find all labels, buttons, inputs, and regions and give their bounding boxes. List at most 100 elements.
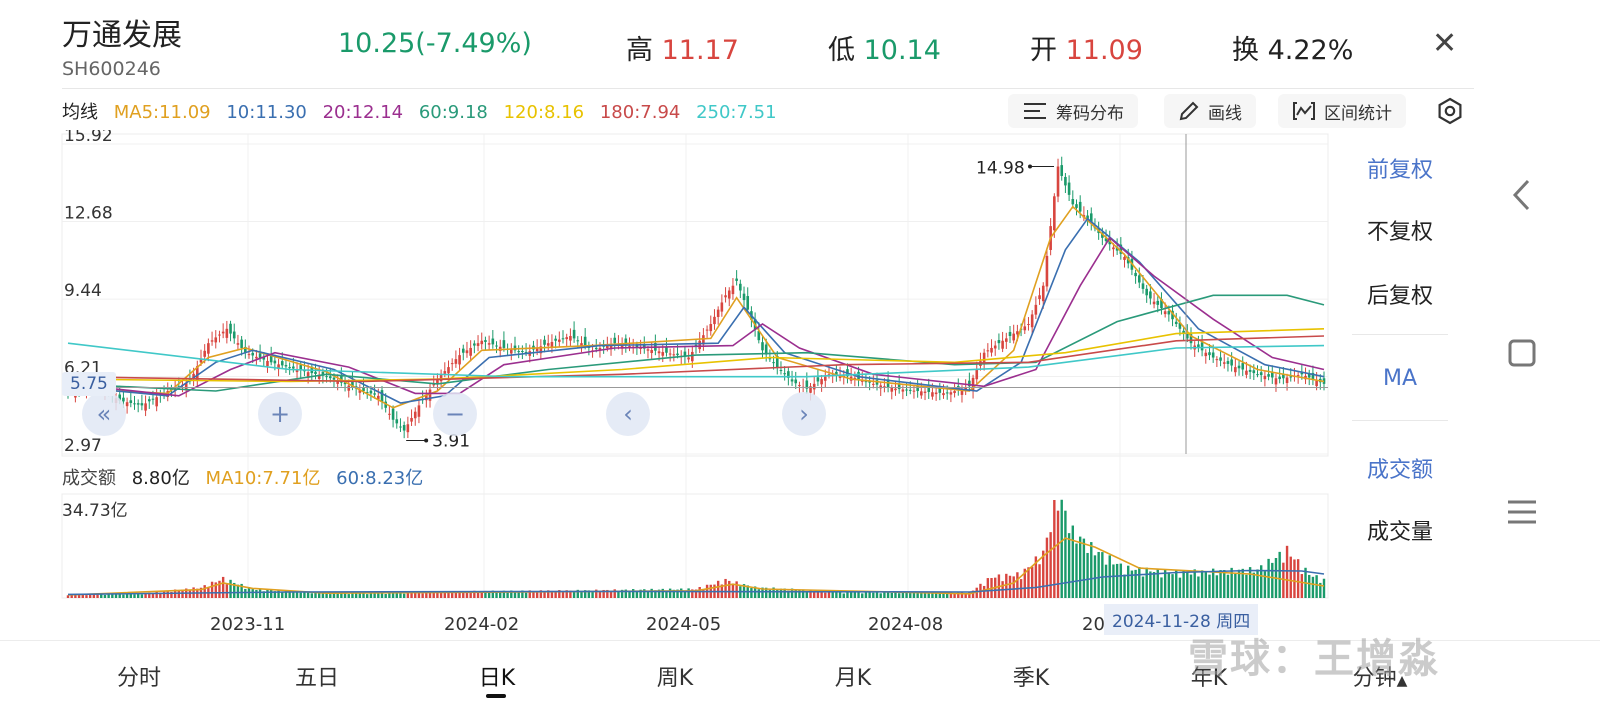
volume-bar bbox=[373, 593, 376, 598]
volume-bar bbox=[388, 592, 391, 598]
tab-intraday[interactable]: 分时 bbox=[116, 666, 161, 691]
volume-bar bbox=[1104, 564, 1108, 598]
volume-bar bbox=[1156, 568, 1159, 598]
scroll-left-icon[interactable]: ‹ bbox=[623, 400, 633, 428]
x-tick-label: 2024-08 bbox=[868, 614, 944, 635]
volume-bar bbox=[229, 579, 232, 598]
candle-body bbox=[838, 375, 842, 378]
square-icon[interactable] bbox=[1507, 338, 1537, 368]
candle-body bbox=[646, 349, 650, 351]
volume-bar bbox=[547, 590, 550, 598]
candle-body bbox=[687, 357, 690, 360]
candle-body bbox=[683, 351, 687, 357]
candle-body bbox=[1053, 196, 1056, 231]
candle-body bbox=[450, 363, 454, 365]
candle-body bbox=[1200, 342, 1204, 351]
candle-body bbox=[1045, 255, 1049, 287]
candle-body bbox=[1300, 372, 1304, 375]
tab-weekly-k[interactable]: 周K bbox=[656, 666, 694, 691]
indicator-ma-option[interactable]: MA bbox=[1382, 366, 1418, 391]
candle-body bbox=[280, 361, 284, 366]
scroll-left-fast-icon[interactable]: « bbox=[97, 400, 112, 428]
volume-bar bbox=[975, 587, 978, 598]
candle-body bbox=[934, 392, 938, 395]
volume-bar bbox=[953, 593, 956, 598]
range-stats-button[interactable]: 区间统计 bbox=[1278, 94, 1406, 128]
adjust-backward-option[interactable]: 后复权 bbox=[1366, 284, 1433, 309]
volume-bar bbox=[731, 583, 735, 598]
candle-body bbox=[1137, 275, 1141, 283]
draw-line-button[interactable]: 画线 bbox=[1164, 94, 1256, 128]
candle-body bbox=[835, 371, 838, 376]
volume-bar bbox=[118, 593, 121, 598]
candle-body bbox=[144, 403, 147, 411]
tab-five-day[interactable]: 五日 bbox=[294, 666, 339, 691]
back-chevron-icon[interactable] bbox=[1510, 178, 1534, 212]
candle-body bbox=[151, 398, 155, 400]
volume-bar bbox=[1204, 571, 1207, 598]
volume-bar bbox=[111, 594, 114, 598]
candle-body bbox=[491, 338, 495, 345]
tab-monthly-k[interactable]: 月K bbox=[834, 666, 872, 691]
candle-body bbox=[890, 387, 894, 392]
candle-body bbox=[255, 356, 258, 359]
volume-bar bbox=[114, 594, 118, 598]
min-price-label: 3.91 bbox=[432, 432, 470, 452]
candle-body bbox=[1027, 324, 1030, 326]
volume-bar bbox=[347, 594, 350, 598]
chip-distribution-button[interactable]: 筹码分布 bbox=[1008, 94, 1138, 128]
volume-bar bbox=[909, 593, 912, 598]
adjust-forward-option[interactable]: 前复权 bbox=[1366, 158, 1433, 183]
candle-body bbox=[761, 342, 764, 351]
volume-bar bbox=[894, 591, 897, 598]
side-divider bbox=[1352, 334, 1448, 335]
volume-bar bbox=[617, 591, 620, 598]
candle-body bbox=[1274, 378, 1278, 385]
volume-bar bbox=[1134, 569, 1137, 598]
candle-body bbox=[702, 335, 705, 345]
volume-amount-option[interactable]: 成交额 bbox=[1366, 458, 1433, 483]
zoom-in-icon[interactable]: + bbox=[270, 400, 290, 428]
candle-body bbox=[425, 394, 428, 401]
volume-bar bbox=[835, 591, 838, 598]
candle-body bbox=[705, 329, 709, 331]
scroll-right-icon[interactable]: › bbox=[799, 400, 809, 428]
crosshair bbox=[62, 134, 1328, 454]
volume-bar bbox=[598, 591, 602, 598]
volume-bar bbox=[827, 590, 831, 598]
candle-body bbox=[1182, 330, 1185, 334]
candle-body bbox=[1174, 321, 1178, 325]
tab-quarterly-k[interactable]: 季K bbox=[1012, 666, 1050, 691]
menu-icon[interactable] bbox=[1506, 498, 1538, 526]
tab-daily-k[interactable]: 日K bbox=[478, 666, 516, 691]
volume-bar bbox=[332, 592, 336, 598]
candle-body bbox=[1089, 213, 1093, 224]
volume-bar bbox=[351, 592, 354, 598]
candle-body bbox=[635, 344, 639, 348]
candle-body bbox=[539, 346, 543, 354]
volume-bar bbox=[1260, 565, 1263, 598]
tab-yearly-k[interactable]: 年K bbox=[1190, 666, 1228, 691]
crosshair-date-tag: 2024-11-28 周四 bbox=[1104, 604, 1259, 635]
close-icon[interactable]: ✕ bbox=[1432, 26, 1458, 61]
volume-bar bbox=[129, 593, 132, 598]
volume-bar bbox=[1160, 577, 1163, 598]
gear-icon[interactable] bbox=[1436, 97, 1464, 125]
volume-bar bbox=[879, 593, 882, 598]
candle-body bbox=[177, 386, 181, 388]
candle-body bbox=[997, 340, 1001, 344]
volume-bar bbox=[901, 592, 905, 598]
candle-body bbox=[768, 358, 772, 360]
candle-body bbox=[1001, 340, 1004, 349]
volume-bar bbox=[377, 593, 380, 598]
candle-body bbox=[1071, 199, 1075, 205]
candle-body bbox=[273, 360, 277, 364]
adjust-none-option[interactable]: 不复权 bbox=[1366, 220, 1433, 245]
tab-minute[interactable]: 分钟▲ bbox=[1330, 660, 1430, 692]
zoom-out-icon[interactable]: − bbox=[445, 400, 465, 428]
volume-bar bbox=[842, 593, 845, 598]
volume-bar bbox=[569, 590, 572, 598]
candle-body bbox=[1282, 374, 1285, 379]
volume-count-option[interactable]: 成交量 bbox=[1366, 520, 1433, 545]
